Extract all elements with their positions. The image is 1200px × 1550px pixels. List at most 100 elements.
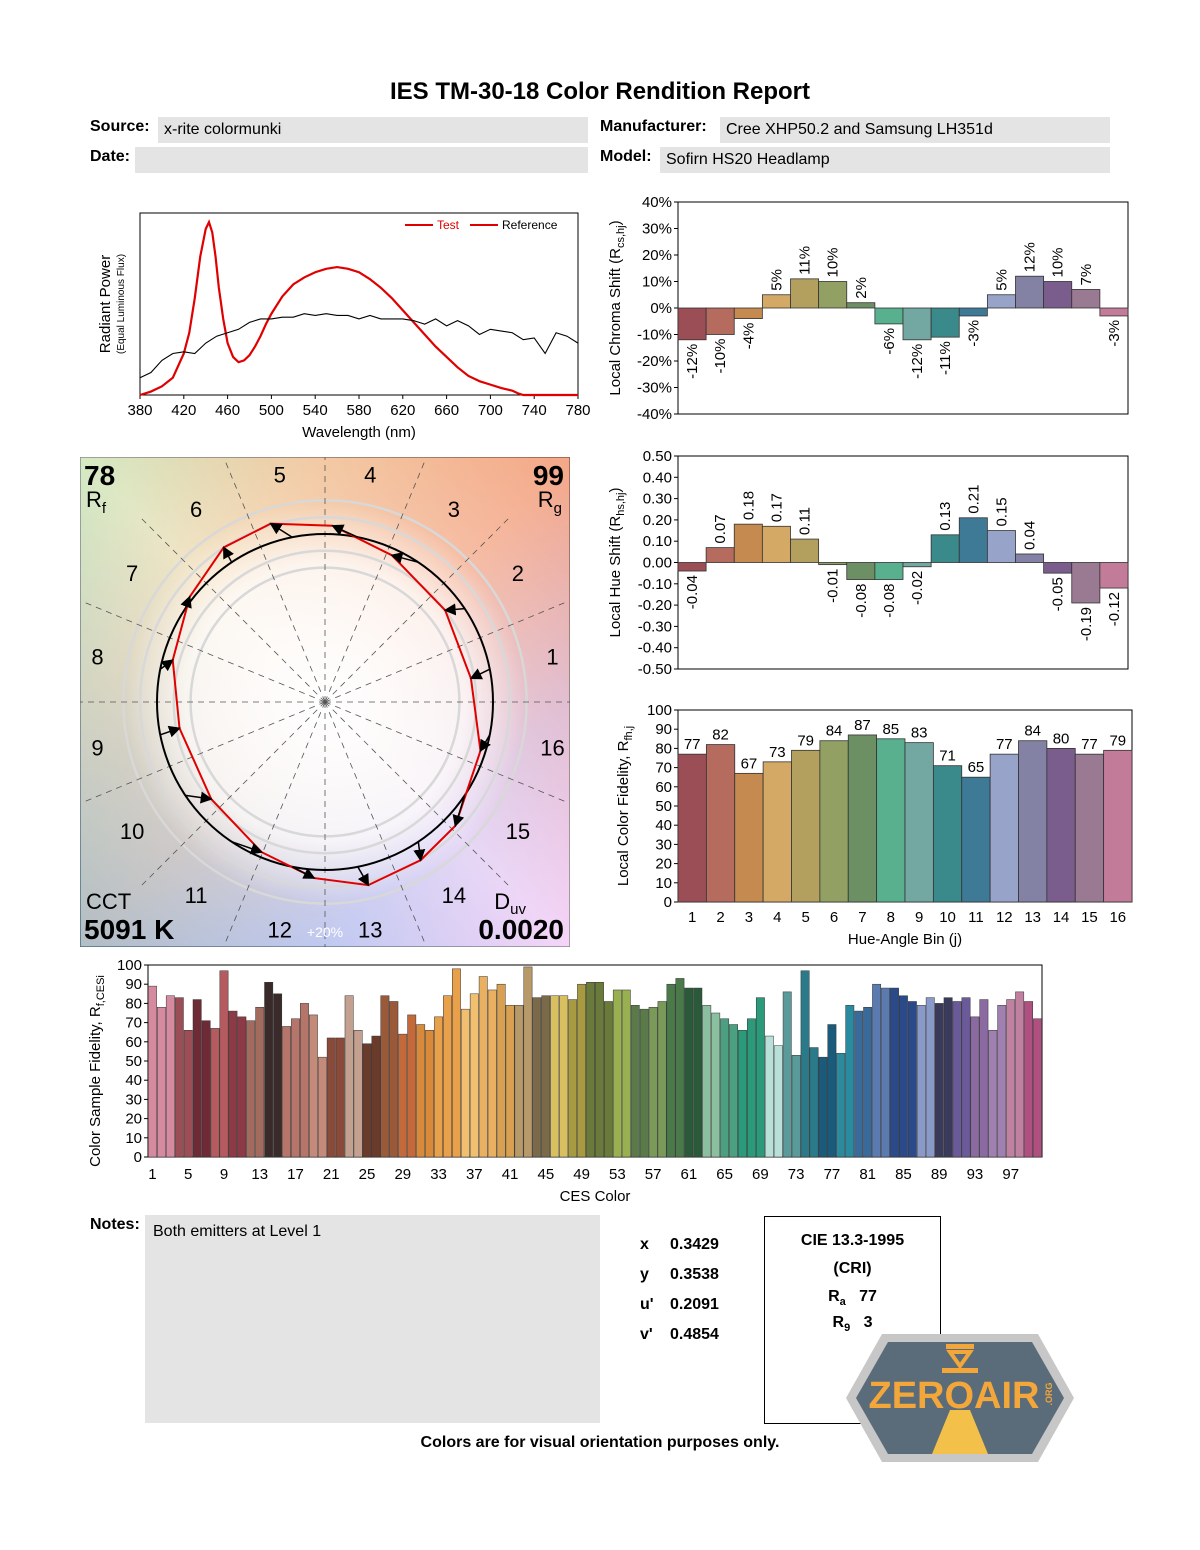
- plot-frame: [139, 212, 579, 396]
- bar: [291, 1018, 300, 1158]
- y-axis-label: Local Hue Shift (Rhs,hj): [607, 488, 627, 638]
- x-tick-label: 3: [745, 909, 753, 926]
- bar: [874, 307, 904, 325]
- data-label: -0.04: [684, 575, 701, 609]
- x-tick-label: 1: [148, 1166, 156, 1183]
- x-tick-label: 49: [573, 1166, 590, 1183]
- bar: [738, 1030, 747, 1158]
- data-label: 11%: [797, 246, 814, 275]
- bar: [353, 1030, 363, 1158]
- bar: [514, 1005, 524, 1158]
- bar: [733, 523, 763, 563]
- bin-label: 12: [267, 918, 291, 943]
- x-tick-label: 29: [394, 1166, 411, 1183]
- data-label: 0.18: [740, 491, 757, 520]
- shift-arrow: [269, 522, 293, 538]
- hue-shift-chart: -0.50 -0.40 -0.30 -0.20 -0.10 0.00 0.10 0.20 0.3…: [607, 448, 1129, 675]
- x-tick-label: 500: [259, 402, 284, 419]
- x-tick-label: 9: [220, 1166, 228, 1183]
- bar: [899, 995, 908, 1158]
- data-label: 0.11: [797, 507, 814, 535]
- bin-label: 8: [91, 645, 103, 670]
- bar: [452, 968, 461, 1158]
- bar: [568, 999, 578, 1158]
- data-label: -4%: [740, 323, 757, 350]
- x-tick-label: 7: [858, 909, 866, 926]
- bar: [790, 538, 820, 563]
- bar: [416, 1024, 426, 1158]
- x-tick-label: 93: [967, 1166, 984, 1183]
- shift-arrow: [469, 668, 491, 680]
- bar: [228, 1010, 238, 1158]
- data-label: -0.12: [1106, 592, 1123, 626]
- bar: [541, 995, 551, 1158]
- data-label: -0.01: [825, 569, 842, 603]
- bar: [1071, 289, 1101, 309]
- x-tick-label: 97: [1002, 1166, 1019, 1183]
- bar: [1099, 562, 1129, 589]
- bar: [874, 562, 904, 580]
- bar: [876, 738, 906, 903]
- bar: [1033, 1018, 1042, 1158]
- bar: [434, 1016, 443, 1158]
- x-tick-label: 12: [996, 909, 1013, 926]
- date-label: Date:: [90, 148, 131, 165]
- bar: [934, 1003, 944, 1158]
- data-label: -0.02: [909, 571, 926, 605]
- x-axis-label: CES Color: [560, 1188, 631, 1205]
- zeroair-logo: ZEROAIR .ORG: [846, 1334, 1074, 1462]
- data-label: 2%: [853, 277, 870, 299]
- cct-label: CCT: [86, 889, 131, 914]
- bar: [932, 765, 963, 903]
- bar: [791, 749, 821, 903]
- bar: [255, 1006, 265, 1158]
- data-label: 79: [797, 732, 814, 749]
- shift-arrow: [331, 524, 359, 538]
- chromaticity-row: u' 0.2091: [640, 1296, 750, 1326]
- bin-label: 6: [190, 497, 202, 522]
- x-tick-label: 1: [688, 909, 696, 926]
- shift-arrow: [479, 734, 491, 753]
- bin-label: 11: [185, 883, 208, 908]
- rg-label: Rg: [538, 487, 562, 517]
- bar: [854, 1010, 864, 1158]
- x-tick-label: 4: [773, 909, 781, 926]
- bar: [916, 1005, 926, 1158]
- data-label: -3%: [1106, 320, 1123, 347]
- y-tick-label: 70: [125, 1015, 142, 1032]
- bar: [733, 307, 763, 319]
- legend-label-test: Test: [437, 218, 460, 232]
- bar: [809, 1047, 819, 1158]
- bar: [902, 562, 932, 568]
- local-fidelity-chart: 0102030405060708090100771822673734795846…: [615, 702, 1133, 948]
- bin-label: 10: [120, 819, 144, 844]
- bar: [930, 534, 960, 563]
- ces-fidelity-chart: 0 10 20 30 40 50 60 70 80 90 100 1 5 9 13 17 21 25 29 33 37 4…: [87, 957, 1043, 1205]
- bar: [930, 307, 960, 338]
- series-line-reference: [139, 313, 579, 379]
- bar: [478, 976, 488, 1158]
- y-tick-label: 70: [655, 760, 672, 777]
- bar: [425, 1030, 435, 1158]
- bar: [705, 547, 735, 563]
- bar: [904, 742, 934, 903]
- bar: [246, 1020, 256, 1158]
- y-tick-label: 10%: [642, 274, 672, 291]
- ra-value: 77: [859, 1288, 877, 1305]
- x-tick-label: 25: [359, 1166, 376, 1183]
- x-tick-label: 17: [287, 1166, 304, 1183]
- bar: [961, 776, 991, 903]
- y-tick-label: 80: [125, 995, 142, 1012]
- data-label: 5%: [768, 269, 785, 291]
- x-tick-label: 77: [824, 1166, 841, 1183]
- bar: [1103, 749, 1133, 903]
- data-label: 12%: [1022, 242, 1039, 272]
- y-tick-label: 50: [125, 1053, 142, 1070]
- bar: [988, 1030, 998, 1158]
- coord-label: v': [640, 1326, 653, 1343]
- bar: [846, 562, 876, 580]
- bar: [666, 983, 676, 1158]
- x-tick-label: 21: [323, 1166, 340, 1183]
- coord-value: 0.2091: [670, 1296, 719, 1313]
- data-label: 0.07: [712, 514, 729, 543]
